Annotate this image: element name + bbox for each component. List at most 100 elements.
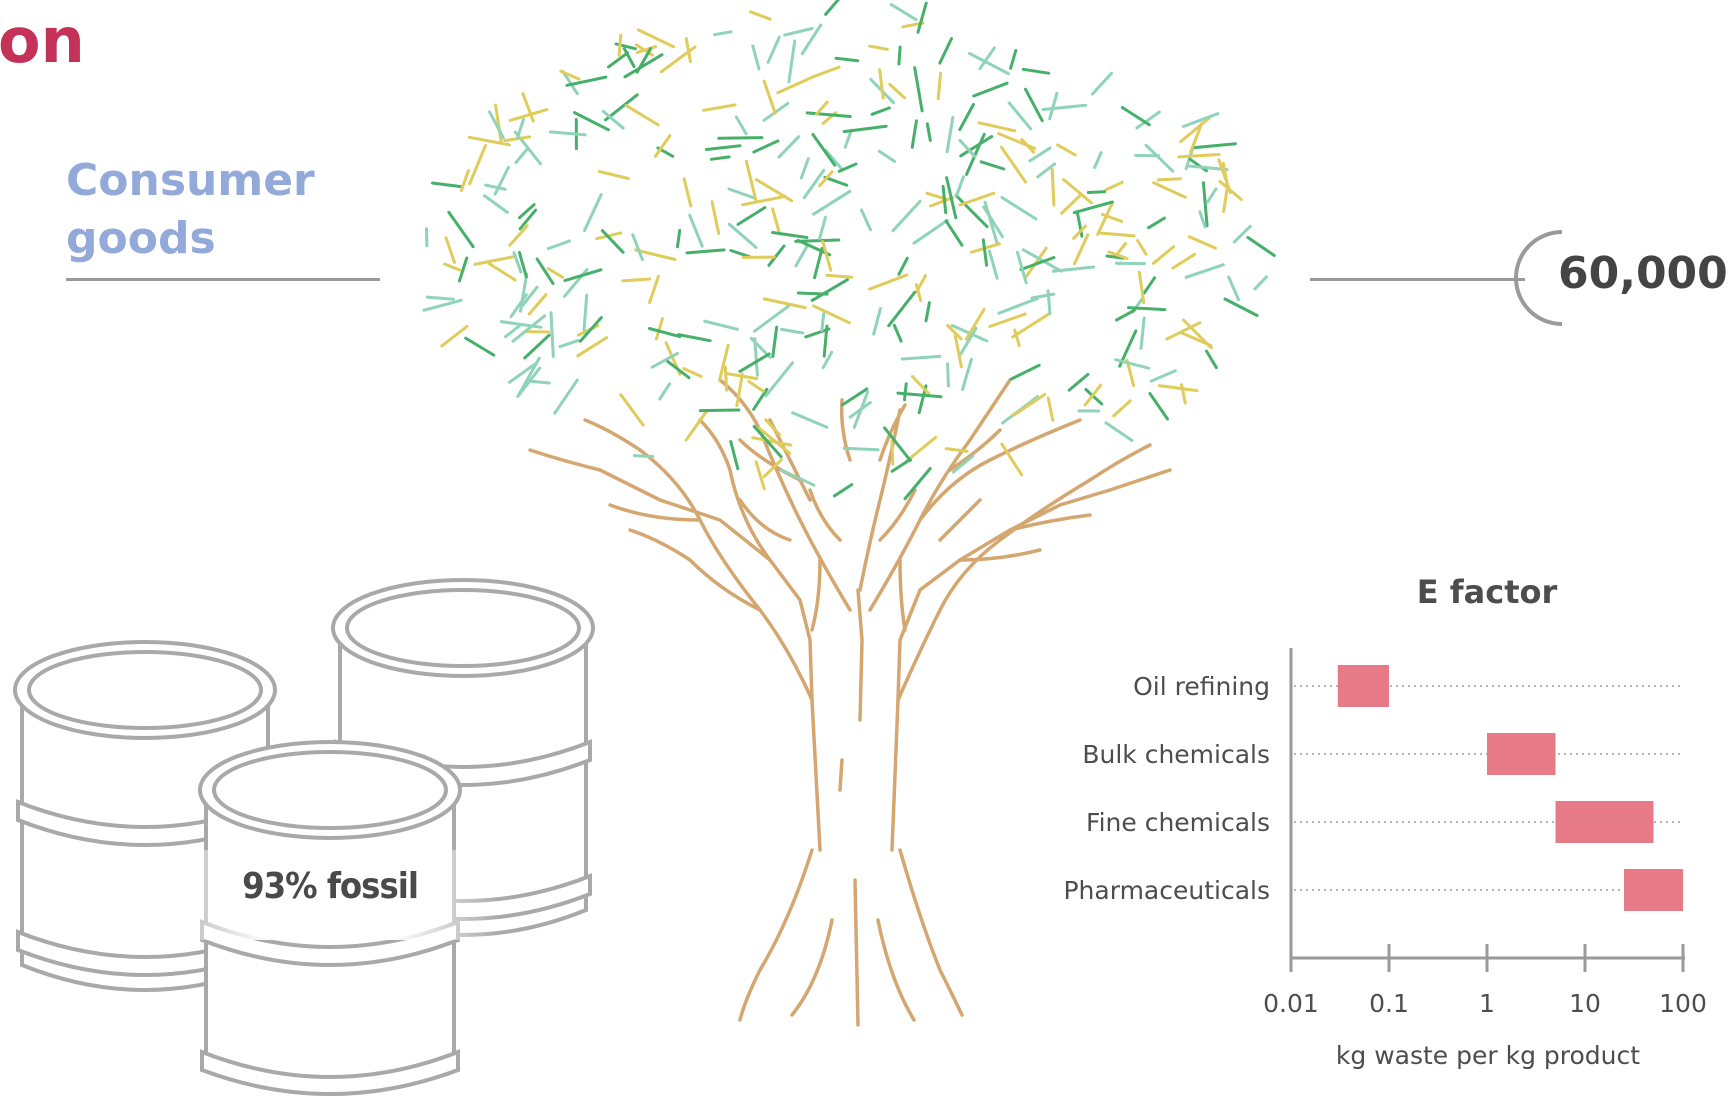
leaf-mark xyxy=(925,122,932,142)
leaf-mark xyxy=(1000,442,1024,477)
x-tick-label: 1 xyxy=(1479,989,1495,1018)
leaf-mark xyxy=(508,224,529,247)
leaf-mark xyxy=(959,135,994,158)
leaf-mark xyxy=(837,162,858,173)
leaf-mark xyxy=(1100,212,1124,223)
leaf-mark xyxy=(1165,321,1202,341)
leaf-mark xyxy=(666,360,691,380)
leaf-mark xyxy=(1048,91,1059,121)
leaf-mark xyxy=(753,304,790,333)
leaf-mark xyxy=(1096,202,1114,236)
leaf-mark xyxy=(1000,196,1038,221)
leaf-mark xyxy=(607,51,630,69)
leaf-mark xyxy=(958,191,996,207)
leaf-mark xyxy=(1232,224,1252,244)
leaf-mark xyxy=(959,326,978,356)
leaf-mark xyxy=(946,362,950,388)
leaf-mark xyxy=(870,106,891,116)
leaf-mark xyxy=(658,382,672,401)
leaf-mark xyxy=(1191,142,1237,150)
leaf-mark xyxy=(518,203,536,220)
leaf-mark xyxy=(709,155,731,161)
leaf-mark xyxy=(1148,392,1169,421)
leaf-mark xyxy=(422,298,463,312)
leaf-mark xyxy=(688,213,704,248)
leaf-mark xyxy=(776,74,818,95)
page-title-fragment: on xyxy=(0,4,85,77)
leaf-mark xyxy=(1182,318,1213,350)
leaf-mark xyxy=(1187,235,1217,250)
leaf-mark xyxy=(821,240,833,272)
leaf-mark xyxy=(877,149,897,163)
leaf-mark xyxy=(1181,112,1220,128)
leaf-mark xyxy=(754,460,766,491)
leaf-mark xyxy=(1105,254,1125,260)
leaf-mark xyxy=(954,194,989,229)
leaf-mark xyxy=(459,169,470,192)
leaf-mark xyxy=(1137,270,1146,305)
leaf-mark xyxy=(903,382,908,402)
leaf-mark xyxy=(897,256,909,276)
leaf-mark xyxy=(734,115,748,136)
leaf-mark xyxy=(1060,194,1082,215)
leaf-mark xyxy=(946,324,963,341)
leaf-mark xyxy=(583,193,603,232)
leaf-mark xyxy=(890,439,895,466)
leaf-mark xyxy=(504,323,523,339)
leaf-mark xyxy=(762,297,807,310)
leaf-mark xyxy=(825,273,854,279)
leaf-mark xyxy=(799,157,810,180)
leaf-mark xyxy=(1041,103,1088,111)
leaf-mark xyxy=(718,343,730,382)
leaf-mark xyxy=(1136,239,1148,256)
bar-bulk-chemicals xyxy=(1487,733,1556,775)
leaf-mark xyxy=(818,170,834,188)
leaf-mark xyxy=(1090,71,1113,96)
leaf-mark xyxy=(473,255,515,266)
leaf-mark xyxy=(1011,312,1050,339)
leaf-mark xyxy=(944,219,964,247)
leaf-mark xyxy=(487,262,517,282)
leaf-mark xyxy=(783,27,814,37)
leaf-mark xyxy=(751,44,761,71)
leaf-mark xyxy=(868,273,909,291)
category-label: Oil refining xyxy=(1133,672,1270,701)
count-value: 60,000 xyxy=(1558,248,1728,299)
leaf-mark xyxy=(684,409,709,442)
leaf-mark xyxy=(443,262,462,272)
leaf-mark xyxy=(965,132,986,176)
leaf-mark xyxy=(872,307,882,336)
leaf-mark xyxy=(430,181,464,189)
leaf-mark xyxy=(791,411,829,429)
leaf-mark xyxy=(1072,224,1087,240)
leaf-mark xyxy=(444,236,456,264)
leaf-mark xyxy=(764,418,781,436)
leaf-mark xyxy=(467,135,511,147)
leaf-mark xyxy=(727,222,758,249)
leaf-mark xyxy=(800,23,823,56)
leaf-mark xyxy=(1084,388,1104,406)
leaf-mark xyxy=(484,183,507,191)
leaf-mark xyxy=(440,324,469,348)
leaf-mark xyxy=(636,28,676,49)
leaf-mark xyxy=(887,290,917,328)
consumer-goods-label: Consumer goods xyxy=(66,155,315,264)
leaf-mark xyxy=(889,3,918,22)
consumer-connector-line xyxy=(66,278,380,281)
leaf-mark xyxy=(1222,186,1229,214)
leaf-mark xyxy=(1184,263,1225,279)
leaf-mark xyxy=(1114,358,1151,370)
leaf-mark xyxy=(650,351,679,369)
leaf-mark xyxy=(823,175,849,187)
leaf-mark xyxy=(964,307,986,341)
leaf-mark xyxy=(493,166,510,196)
leaf-mark xyxy=(621,277,652,283)
leaf-mark xyxy=(559,69,581,81)
leaf-mark xyxy=(623,53,664,79)
leaf-mark xyxy=(997,132,1037,150)
leaf-mark xyxy=(754,178,794,203)
leaf-mark xyxy=(941,185,948,215)
leaf-mark xyxy=(738,352,771,373)
leaf-mark xyxy=(710,200,721,235)
